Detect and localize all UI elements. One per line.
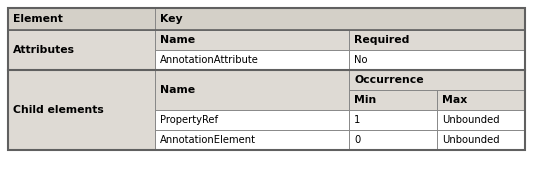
Text: Attributes: Attributes [13, 45, 75, 55]
Bar [349, 70, 525, 90]
Text: Child elements: Child elements [13, 105, 104, 115]
Text: Unbounded: Unbounded [442, 115, 500, 125]
Bar [349, 50, 525, 70]
Text: Element: Element [13, 14, 63, 24]
Bar [349, 130, 437, 150]
Text: AnnotationAttribute: AnnotationAttribute [160, 55, 259, 65]
Bar [8, 70, 155, 150]
Text: Required: Required [354, 35, 409, 45]
Text: Occurrence: Occurrence [354, 75, 424, 85]
Text: 0: 0 [354, 135, 360, 145]
Text: 1: 1 [354, 115, 361, 125]
Bar [437, 130, 525, 150]
Bar [349, 30, 525, 50]
Bar [8, 8, 525, 150]
Bar [155, 8, 525, 30]
Text: AnnotationElement: AnnotationElement [160, 135, 256, 145]
Bar [155, 70, 349, 110]
Bar [437, 90, 525, 110]
Bar [8, 8, 155, 30]
Text: Unbounded: Unbounded [442, 135, 500, 145]
Bar [349, 110, 437, 130]
Text: Name: Name [160, 85, 196, 95]
Text: No: No [354, 55, 368, 65]
Bar [349, 90, 437, 110]
Bar [155, 130, 349, 150]
Bar [155, 110, 349, 130]
Bar [155, 30, 349, 50]
Bar [8, 30, 155, 70]
Text: Min: Min [354, 95, 376, 105]
Text: PropertyRef: PropertyRef [160, 115, 219, 125]
Bar [155, 50, 349, 70]
Text: Max: Max [442, 95, 467, 105]
Bar [437, 110, 525, 130]
Text: Name: Name [160, 35, 196, 45]
Text: Key: Key [160, 14, 183, 24]
